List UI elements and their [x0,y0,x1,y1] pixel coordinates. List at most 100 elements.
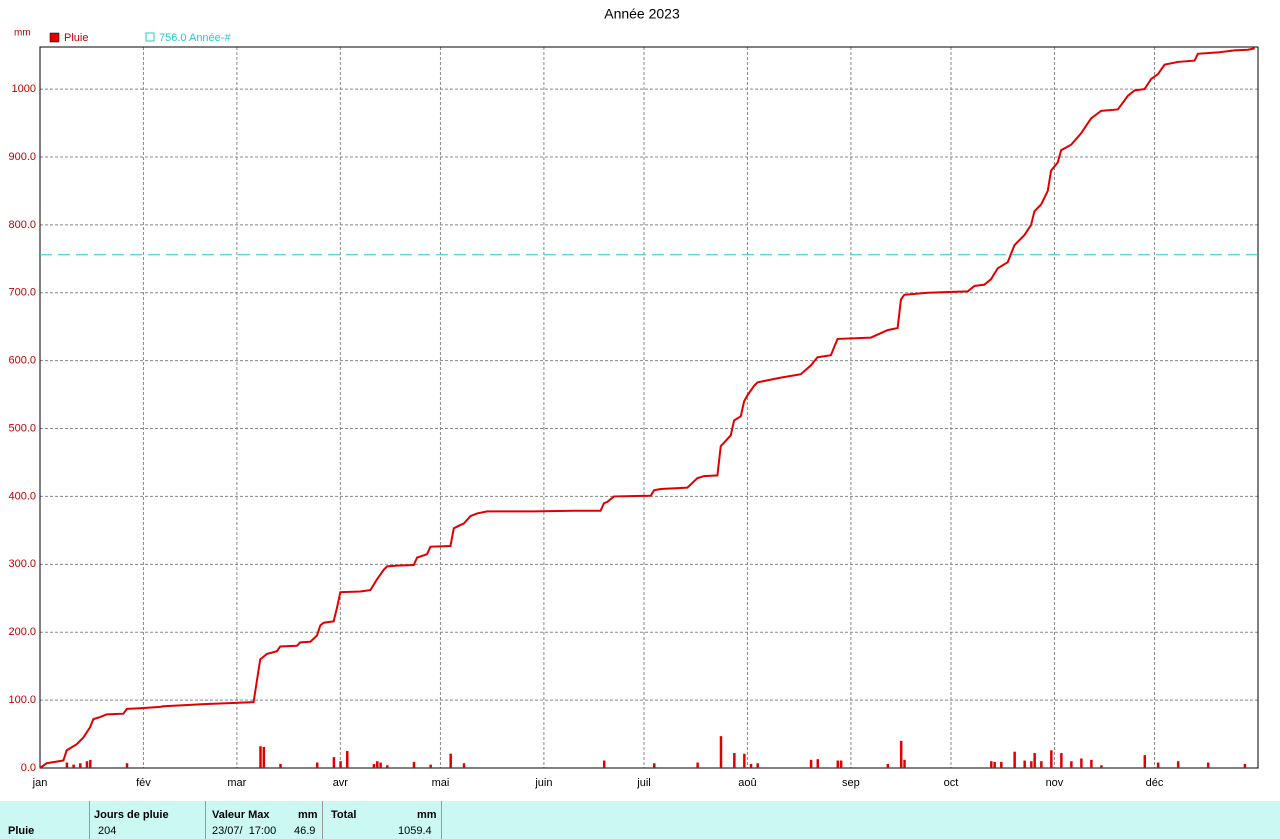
daily-bar [1023,760,1026,768]
y-tick-label: 300.0 [8,558,36,570]
daily-bar [79,763,82,768]
daily-bar [339,761,342,768]
daily-bar [386,765,389,768]
daily-bar [279,763,282,768]
header: mm [417,809,437,821]
y-tick-label: 800.0 [8,219,36,231]
daily-bar [379,762,382,768]
daily-bar [462,763,466,768]
x-tick-label: mai [432,777,450,789]
daily-bar [315,762,319,768]
x-tick-label: juil [636,777,650,789]
daily-bar [756,763,759,768]
daily-bar [346,751,349,768]
legend-swatch [49,32,60,43]
chart: Année 2023 mm 0.0 100.0 200.0 300.0 400.0 500… [8,6,1259,789]
x-tick-label: avr [333,777,349,789]
daily-bar [990,761,993,768]
daily-bar [886,763,890,768]
daily-bar [332,757,336,768]
daily-bar [259,746,262,768]
daily-bar [809,759,813,768]
daily-bar [836,760,840,768]
daily-bar [602,760,606,768]
daily-bar [429,764,432,768]
daily-bar [816,759,820,768]
y-tick-label: 400.0 [8,490,36,502]
daily-bar [719,736,723,768]
daily-bar [749,763,753,768]
daily-bar [262,746,266,768]
cell: 23/07/ 17:00 [212,825,277,837]
header: Total [331,809,357,821]
daily-bar [1030,761,1033,768]
x-tick-label: jan [32,777,48,789]
x-tick-label: mar [227,777,246,789]
daily-bar [89,759,92,768]
daily-bar [1156,762,1160,768]
separator [322,801,323,839]
x-tick-label: déc [1146,777,1164,789]
plot-frame [39,46,1259,769]
daily-bar [903,759,906,768]
daily-bar [653,763,656,768]
daily-bar [993,761,996,768]
daily-bar [839,760,843,768]
y-tick-label: 0.0 [21,762,36,774]
cell: 1059.4 [398,825,432,837]
daily-bar [449,753,452,768]
daily-bar [376,761,379,768]
y-tick-label: 600.0 [8,355,36,367]
daily-bar [1176,761,1180,768]
y-axis-label: mm [14,28,31,39]
daily-bar [696,762,699,768]
daily-bar [1090,759,1093,768]
daily-bar [72,764,75,768]
daily-bar [125,763,129,768]
daily-bar [1040,761,1043,768]
daily-bar [65,762,69,768]
y-tick-label: 900.0 [8,151,36,163]
y-tick-label: 700.0 [8,287,36,299]
y-tick-label: 200.0 [8,626,36,638]
daily-bar [1013,751,1016,768]
legend-swatch [145,32,155,42]
y-tick-label: 100.0 [8,694,36,706]
cell: 46.9 [294,825,316,837]
daily-bar [1206,762,1210,768]
separator [205,801,206,839]
header: Jours de pluie [94,809,169,821]
row-label: Pluie [8,825,35,837]
header: mm [298,809,318,821]
daily-bar [743,753,746,768]
daily-bar [1050,750,1053,768]
separator [89,801,90,839]
daily-bar [372,763,376,768]
x-tick-label: oct [944,777,959,789]
chart-title: Année 2023 [604,6,680,22]
header: Valeur Max [212,809,270,821]
daily-bar [1033,753,1036,768]
daily-bar [1060,753,1063,768]
daily-bar [1000,761,1003,768]
x-tick-label: sep [842,777,860,789]
daily-bar [1243,763,1247,768]
daily-bar [1070,761,1073,768]
x-tick-label: aoû [738,777,756,789]
legend-label: 756.0 Année-# [159,32,231,44]
daily-bar [1100,765,1103,768]
y-tick-label: 500.0 [8,422,36,434]
y-tick-label: 1000 [12,83,36,95]
daily-bar [1143,755,1147,768]
x-tick-label: nov [1046,777,1064,789]
daily-bar [85,761,89,768]
cumulative-line [39,47,1255,769]
x-tick-label: juin [534,777,552,789]
summary-table: Jours de pluie Valeur Max mm Total mm Pl… [0,801,1280,839]
legend-label: Pluie [64,32,88,44]
daily-bar [899,740,903,768]
cell: 204 [98,825,117,837]
daily-bar [733,753,736,768]
x-tick-label: fév [136,777,151,789]
